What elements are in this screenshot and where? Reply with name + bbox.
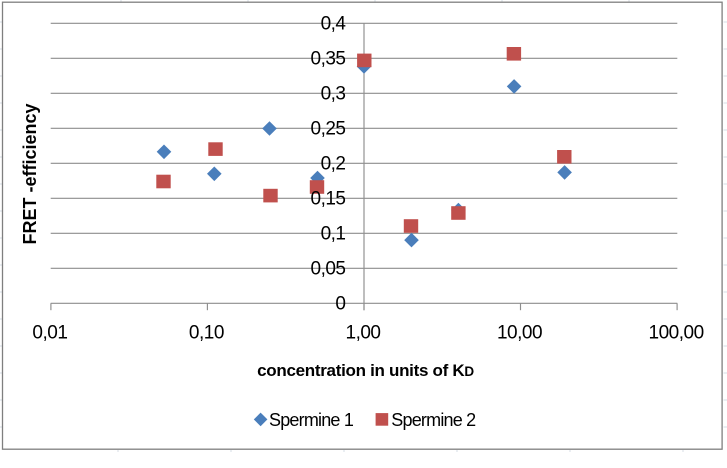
svg-text:0,35: 0,35 [311, 48, 346, 69]
svg-text:Spermine 2: Spermine 2 [391, 410, 476, 430]
svg-text:10,00: 10,00 [497, 323, 542, 344]
svg-text:0,2: 0,2 [321, 153, 346, 174]
svg-text:0,10: 0,10 [189, 323, 224, 344]
svg-text:0,05: 0,05 [311, 258, 346, 279]
svg-text:0,1: 0,1 [321, 223, 346, 244]
svg-text:0,15: 0,15 [311, 188, 346, 209]
svg-text:1,00: 1,00 [346, 323, 381, 344]
svg-text:0,01: 0,01 [32, 323, 67, 344]
svg-text:FRET -efficiency: FRET -efficiency [20, 103, 40, 244]
svg-text:0,3: 0,3 [321, 83, 346, 104]
svg-text:0: 0 [335, 293, 345, 314]
svg-text:100,00: 100,00 [649, 323, 704, 344]
svg-text:Spermine 1: Spermine 1 [269, 410, 354, 430]
svg-text:0,4: 0,4 [321, 13, 347, 34]
svg-text:0,25: 0,25 [311, 118, 346, 139]
svg-text:concentration in units of KD: concentration in units of KD [257, 361, 474, 380]
